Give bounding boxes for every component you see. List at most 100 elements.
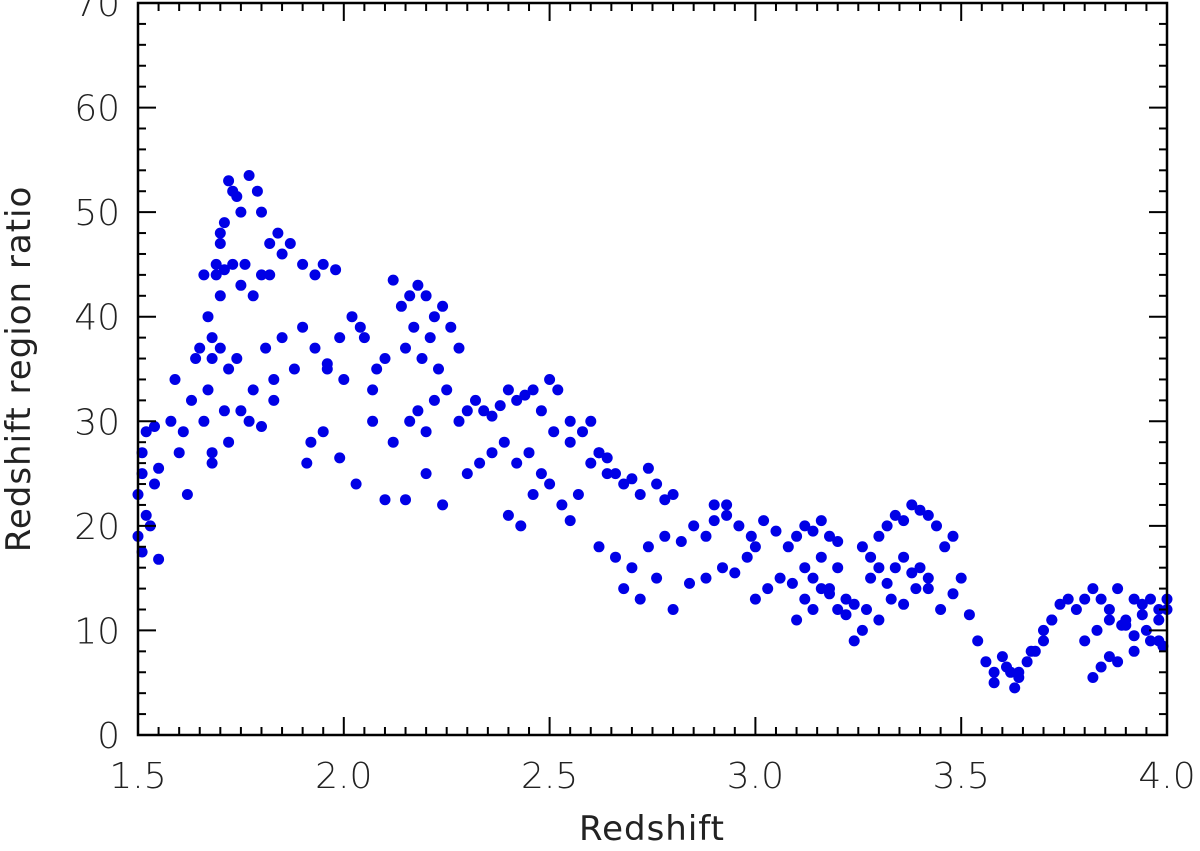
data-point — [922, 572, 934, 584]
data-point — [486, 447, 498, 459]
data-point — [564, 415, 576, 427]
data-point — [502, 384, 514, 396]
x-axis-title: Redshift — [579, 809, 725, 849]
data-point — [548, 426, 560, 438]
data-point — [733, 520, 745, 532]
data-point — [1136, 598, 1148, 610]
data-point — [198, 269, 210, 281]
data-point — [511, 394, 523, 406]
data-point — [762, 583, 774, 595]
y-tick-label: 10 — [74, 611, 120, 652]
data-point — [708, 499, 720, 511]
data-point — [416, 353, 428, 364]
data-point — [832, 604, 844, 615]
data-point — [1103, 614, 1115, 626]
y-tick-label: 20 — [74, 507, 120, 548]
data-point — [1120, 619, 1132, 631]
x-tick-label: 3.0 — [727, 756, 784, 797]
data-point — [445, 321, 457, 333]
data-point — [371, 363, 383, 375]
data-point — [511, 457, 523, 469]
data-point — [799, 593, 811, 605]
data-point — [243, 170, 255, 181]
data-point — [424, 332, 436, 344]
data-point — [214, 238, 226, 249]
data-point — [264, 238, 276, 249]
data-point — [404, 415, 416, 427]
data-point — [601, 468, 613, 480]
data-points — [132, 170, 1173, 694]
y-tick-label: 50 — [74, 193, 120, 234]
data-point — [1070, 604, 1082, 615]
data-point — [136, 447, 148, 459]
data-point — [140, 509, 152, 521]
data-point — [1054, 598, 1066, 610]
data-point — [626, 473, 638, 485]
data-point — [214, 227, 226, 239]
data-point — [297, 258, 309, 270]
data-point — [922, 583, 934, 595]
data-point — [749, 593, 761, 605]
data-point — [955, 572, 967, 584]
data-point — [470, 394, 481, 406]
data-point — [745, 530, 757, 542]
data-point — [906, 567, 918, 579]
data-point — [667, 489, 679, 500]
data-point — [552, 384, 564, 396]
data-point — [153, 553, 165, 565]
data-point — [317, 258, 329, 270]
data-point — [610, 551, 621, 563]
data-point — [527, 384, 539, 396]
data-point — [898, 598, 910, 610]
data-point — [498, 436, 510, 448]
data-point — [181, 489, 193, 500]
data-point — [330, 264, 342, 276]
data-point — [367, 384, 379, 396]
data-point — [651, 478, 663, 490]
data-point — [284, 238, 296, 249]
data-point — [1021, 656, 1033, 668]
data-point — [1095, 593, 1107, 605]
data-point — [807, 604, 819, 615]
y-tick-label: 60 — [74, 89, 120, 130]
data-point — [235, 279, 247, 291]
data-point — [939, 541, 951, 553]
data-point — [478, 405, 490, 417]
data-point — [379, 494, 391, 506]
data-point — [354, 321, 366, 333]
data-point — [840, 609, 852, 621]
data-point — [177, 426, 189, 438]
data-point — [1136, 609, 1148, 621]
data-point — [556, 499, 568, 511]
data-point — [519, 389, 531, 401]
data-point — [474, 457, 486, 469]
data-point — [675, 536, 687, 547]
data-point — [782, 541, 794, 553]
data-point — [338, 374, 350, 385]
data-point — [235, 405, 247, 417]
data-point — [1079, 593, 1091, 605]
data-point — [601, 452, 613, 464]
data-point — [1153, 635, 1165, 647]
data-point — [186, 394, 197, 406]
data-point — [634, 489, 646, 500]
data-point — [931, 520, 942, 532]
data-point — [486, 410, 498, 422]
data-point — [1025, 645, 1037, 657]
data-point — [807, 525, 819, 537]
data-point — [564, 515, 576, 527]
data-point — [856, 541, 868, 553]
data-point — [346, 311, 358, 323]
data-point — [865, 551, 877, 563]
data-point — [815, 515, 827, 527]
data-point — [194, 342, 206, 354]
data-point — [667, 604, 679, 615]
data-point — [832, 536, 844, 547]
data-point — [786, 577, 798, 589]
data-point — [721, 509, 733, 521]
data-point — [494, 400, 506, 412]
data-point — [223, 175, 235, 187]
data-point — [198, 415, 210, 427]
data-point — [334, 452, 346, 464]
